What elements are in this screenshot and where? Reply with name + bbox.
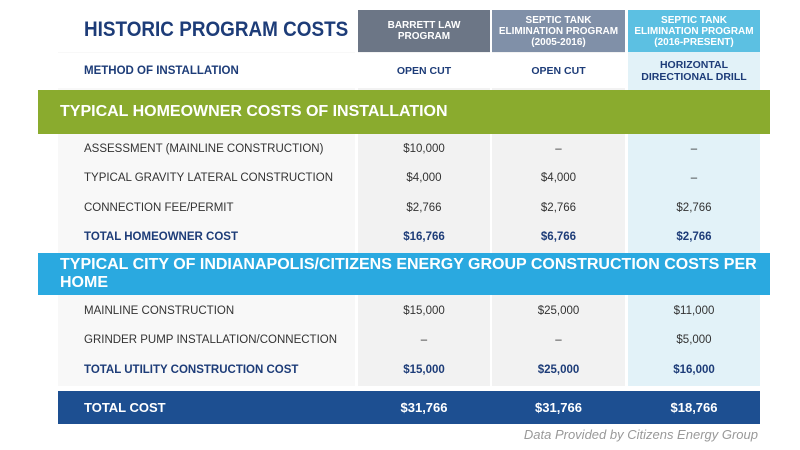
row-label: ASSESSMENT (MAINLINE CONSTRUCTION) (84, 142, 324, 155)
cell: $2,766 (540, 201, 577, 214)
cell: $16,000 (673, 363, 715, 376)
cell: $11,000 (673, 304, 715, 317)
cell: – (420, 334, 428, 346)
cell: $4,000 (406, 172, 442, 184)
cell: – (690, 142, 698, 155)
cell: $4,000 (540, 172, 577, 184)
total-label: TOTAL COST (84, 400, 166, 415)
cell: – (690, 172, 698, 184)
row-label: GRINDER PUMP INSTALLATION/CONNECTION (84, 334, 338, 346)
cell: $2,766 (676, 201, 712, 214)
row-label: TOTAL HOMEOWNER COST (84, 231, 238, 243)
cell: $15,000 (403, 363, 445, 376)
cell: $16,766 (403, 231, 445, 243)
cell: $25,000 (537, 304, 580, 317)
cell: – (555, 334, 562, 346)
cell: $5,000 (676, 334, 712, 346)
column-header: BARRETT LAW PROGRAM (358, 10, 490, 52)
column-header: SEPTIC TANK ELIMINATION PROGRAM (2016-PR… (628, 10, 760, 52)
cell: $6,766 (540, 231, 577, 243)
cell: OPEN CUT (492, 53, 625, 88)
total-cell: $18,766 (670, 400, 718, 415)
section-banner: TYPICAL CITY OF INDIANAPOLIS/CITIZENS EN… (38, 253, 770, 295)
total-cell: $31,766 (400, 400, 448, 415)
row-label: MAINLINE CONSTRUCTION (84, 304, 235, 317)
cell: – (555, 142, 562, 155)
cell: $15,000 (403, 304, 445, 317)
title: HISTORIC PROGRAM COSTS (84, 18, 349, 41)
total-cell: $31,766 (535, 400, 582, 415)
row-label: TOTAL UTILITY CONSTRUCTION COST (84, 363, 299, 376)
row-label: TYPICAL GRAVITY LATERAL CONSTRUCTION (84, 172, 333, 184)
row-label: METHOD OF INSTALLATION (58, 53, 355, 88)
cell: $2,766 (676, 231, 712, 243)
row-label: CONNECTION FEE/PERMIT (84, 201, 234, 214)
cell: $2,766 (406, 201, 442, 214)
cell: OPEN CUT (358, 53, 490, 88)
total-background (58, 391, 760, 424)
column-header: SEPTIC TANK ELIMINATION PROGRAM (2005-20… (492, 10, 625, 52)
cell: $25,000 (537, 363, 580, 376)
cell: HORIZONTAL DIRECTIONAL DRILL (628, 53, 760, 88)
cell: $10,000 (403, 142, 445, 155)
source: Data Provided by Citizens Energy Group (523, 427, 758, 442)
section-banner: TYPICAL HOMEOWNER COSTS OF INSTALLATION (38, 90, 770, 134)
